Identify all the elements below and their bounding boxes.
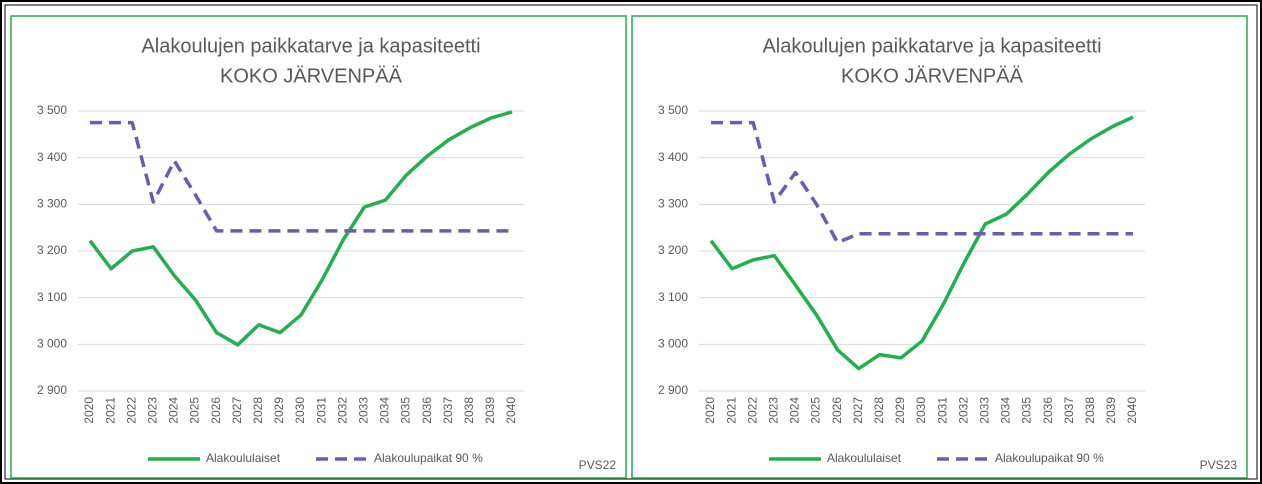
x-tick-label: 2033: [356, 397, 370, 424]
x-tick-label: 2025: [809, 397, 823, 424]
y-tick-label: 2 900: [37, 383, 67, 397]
x-tick-label: 2024: [788, 397, 802, 424]
legend-label: Alakoulupaikat 90 %: [995, 451, 1104, 465]
x-tick-label: 2034: [378, 397, 392, 424]
x-tick-label: 2038: [1083, 397, 1097, 424]
y-tick-label: 3 500: [658, 103, 688, 117]
chart-panel: [10, 15, 627, 479]
annotation: PVS23: [1200, 458, 1238, 472]
y-tick-label: 3 400: [37, 150, 67, 164]
data-line: [90, 120, 512, 233]
x-tick-label: 2024: [167, 397, 181, 424]
x-tick-label: 2032: [956, 397, 970, 424]
x-tick-label: 2040: [1125, 397, 1139, 424]
x-tick-label: 2033: [977, 397, 991, 424]
y-tick-label: 3 400: [658, 150, 688, 164]
x-tick-label: 2020: [703, 397, 717, 424]
x-tick-label: 2029: [272, 397, 286, 424]
x-tick-label: 2039: [483, 397, 497, 424]
x-tick-label: 2032: [335, 397, 349, 424]
x-tick-label: 2030: [914, 397, 928, 424]
x-tick-label: 2030: [293, 397, 307, 424]
x-tick-label: 2028: [251, 397, 265, 424]
x-tick-label: 2037: [1062, 397, 1076, 424]
y-tick-label: 2 900: [658, 383, 688, 397]
data-line: [88, 110, 513, 347]
y-tick-label: 3 200: [37, 243, 67, 257]
y-tick-label: 3 500: [37, 103, 67, 117]
y-tick-label: 3 300: [37, 197, 67, 211]
annotation: PVS22: [579, 458, 617, 472]
x-tick-label: 2036: [1041, 397, 1055, 424]
inner-border: [4, 4, 1258, 480]
x-tick-label: 2026: [830, 397, 844, 424]
x-tick-label: 2037: [441, 397, 455, 424]
y-tick-label: 3 100: [37, 290, 67, 304]
y-tick-label: 3 200: [658, 243, 688, 257]
chart-subtitle: KOKO JÄRVENPÄÄ: [220, 65, 403, 87]
x-tick-label: 2029: [893, 397, 907, 424]
y-tick-label: 3 000: [37, 337, 67, 351]
x-tick-label: 2026: [209, 397, 223, 424]
x-tick-label: 2031: [935, 397, 949, 424]
x-tick-label: 2023: [145, 397, 159, 424]
data-line: [711, 120, 1133, 245]
x-tick-label: 2022: [745, 397, 759, 424]
legend-label: Alakoulupaikat 90 %: [374, 451, 483, 465]
y-tick-label: 3 100: [658, 290, 688, 304]
x-tick-label: 2036: [420, 397, 434, 424]
y-tick-label: 3 300: [658, 197, 688, 211]
chart-title: Alakoulujen paikkatarve ja kapasiteetti: [762, 35, 1101, 57]
x-tick-label: 2028: [872, 397, 886, 424]
x-tick-label: 2034: [999, 397, 1013, 424]
chart-panel: [631, 15, 1248, 479]
y-tick-label: 3 000: [658, 337, 688, 351]
chart-subtitle: KOKO JÄRVENPÄÄ: [841, 65, 1024, 87]
x-tick-label: 2023: [766, 397, 780, 424]
data-line: [709, 115, 1134, 371]
x-tick-label: 2027: [851, 397, 865, 424]
chart-title: Alakoulujen paikkatarve ja kapasiteetti: [141, 35, 480, 57]
x-tick-label: 2025: [188, 397, 202, 424]
legend-label: Alakoululaiset: [206, 451, 281, 465]
x-tick-label: 2021: [724, 397, 738, 424]
x-tick-label: 2031: [314, 397, 328, 424]
x-tick-label: 2020: [82, 397, 96, 424]
x-tick-label: 2040: [504, 397, 518, 424]
x-tick-label: 2038: [462, 397, 476, 424]
x-tick-label: 2021: [103, 397, 117, 424]
x-tick-label: 2035: [1020, 397, 1034, 424]
x-tick-label: 2022: [124, 397, 138, 424]
legend-label: Alakoululaiset: [827, 451, 902, 465]
x-tick-label: 2027: [230, 397, 244, 424]
x-tick-label: 2039: [1104, 397, 1118, 424]
x-tick-label: 2035: [399, 397, 413, 424]
